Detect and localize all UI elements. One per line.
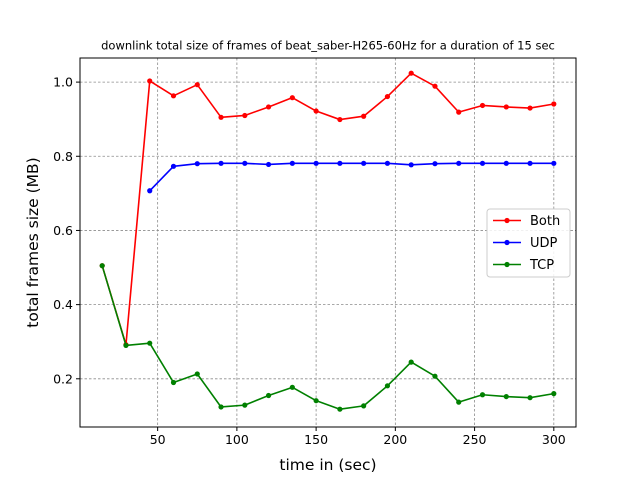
data-point-udp [337,160,343,166]
data-point-both [170,93,177,99]
legend-label-both: Both [530,214,560,229]
series-line-udp [149,162,554,192]
legend-marker-tcp [504,261,510,268]
plot-area-frame [79,57,577,428]
legend-label-tcp: TCP [529,258,554,273]
data-point-tcp [123,342,129,349]
data-point-both [408,70,414,76]
series-line-tcp [101,265,554,411]
data-point-both [289,95,295,101]
x-tick-label: 150 [304,432,328,447]
data-point-both [456,109,462,115]
y-tick-label: 0.6 [53,223,73,238]
x-tick-label: 200 [383,432,407,447]
data-point-both [147,78,153,84]
data-point-udp [218,160,224,166]
y-tick-label: 0.2 [53,371,73,386]
data-point-both [432,83,438,89]
data-point-udp [194,161,200,167]
data-point-both [265,104,272,110]
data-point-both [242,112,248,119]
data-point-tcp [361,403,367,409]
data-point-tcp [147,340,153,346]
grid [80,58,576,427]
data-point-udp [170,163,177,169]
y-tick-label: 1.0 [53,75,73,90]
data-point-tcp [337,406,343,412]
data-point-tcp [313,398,319,404]
data-point-tcp [456,399,462,405]
data-point-udp [384,160,391,166]
x-tick-label: 50 [150,432,166,447]
data-point-tcp [384,383,391,389]
data-point-udp [289,160,295,166]
data-point-both [313,108,319,114]
data-point-both [194,82,200,88]
data-point-udp [432,161,438,167]
data-point-udp [361,160,367,166]
data-point-tcp [170,379,177,386]
data-point-tcp [479,392,486,398]
data-point-tcp [265,392,272,399]
data-point-tcp [527,395,533,401]
data-point-tcp [503,393,509,400]
data-point-tcp [432,373,438,379]
x-tick-label: 100 [225,432,249,447]
data-point-udp [242,160,248,166]
legend-marker-udp [504,239,510,246]
data-point-udp [527,160,533,166]
data-point-tcp [194,371,200,377]
data-point-udp [503,160,509,166]
data-point-udp [456,160,462,166]
axis-ticks: 50 100 150 200 250 300 0.2 0.4 0.6 0.8 1.0 [53,75,566,447]
data-point-udp [551,160,557,166]
data-point-both [361,113,367,119]
y-axis-label: total frames size (MB) [24,157,42,327]
data-point-udp [265,161,272,168]
legend-label-udp: UDP [530,236,558,251]
data-point-udp [479,160,486,166]
data-point-both [384,93,391,100]
data-point-both [527,105,533,111]
plot-series [99,70,557,412]
y-tick-label: 0.8 [53,149,73,164]
data-point-tcp [99,263,105,269]
data-point-udp [313,160,319,166]
data-point-tcp [551,391,557,397]
chart-title: downlink total size of frames of beat_sa… [101,39,555,53]
data-point-tcp [242,402,248,408]
legend-marker-both [504,217,510,224]
data-point-tcp [218,404,224,410]
data-point-both [479,102,486,109]
data-point-tcp [408,359,414,365]
y-tick-label: 0.4 [53,297,73,312]
data-point-both [337,116,343,123]
data-point-udp [408,162,414,168]
data-point-both [551,101,557,107]
data-point-both [218,114,224,120]
legend-box [486,208,571,278]
x-tick-label: 250 [463,432,487,447]
data-point-udp [147,188,153,194]
x-axis-label: time in (sec) [279,456,376,474]
series-line-both [101,72,554,346]
data-point-both [503,104,509,110]
data-point-tcp [289,384,295,390]
x-tick-label: 300 [542,432,566,447]
legend: Both UDP TCP [486,208,571,278]
